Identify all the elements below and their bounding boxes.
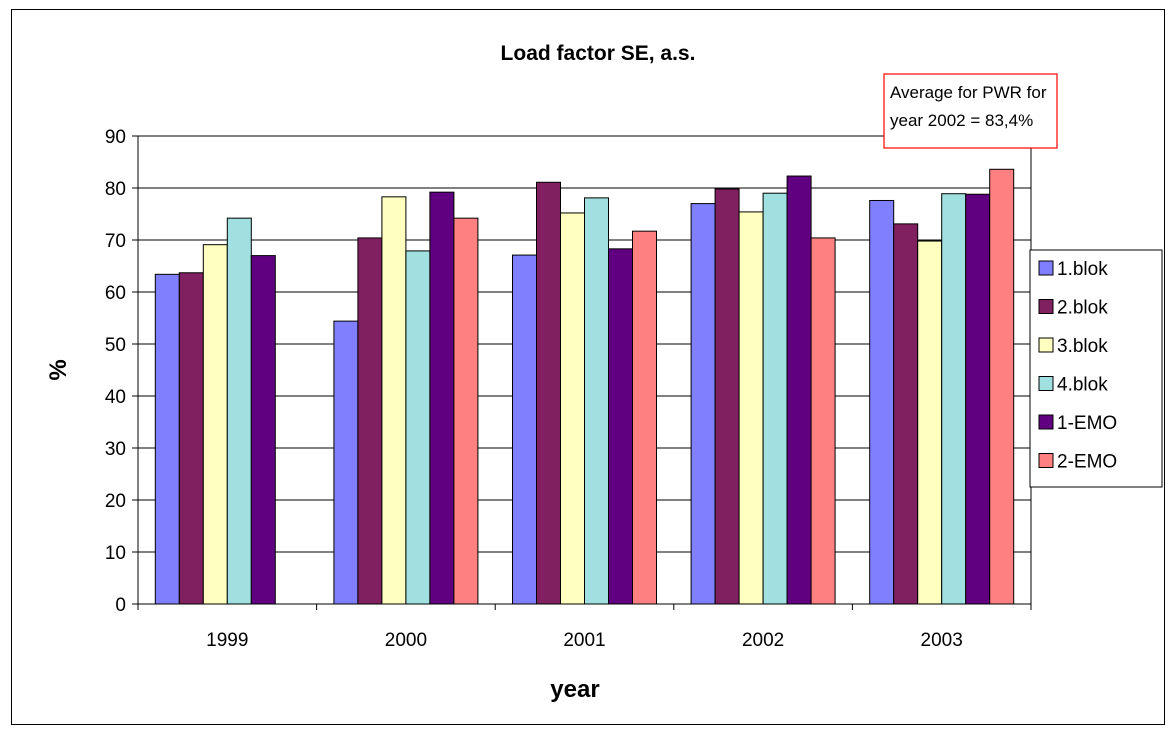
- bar-2-blok-2002: [714, 188, 740, 605]
- bar-1-blok-2001: [512, 254, 537, 605]
- y-tick-label: 70: [105, 231, 126, 252]
- y-tick-label: 90: [105, 127, 126, 148]
- bar-1-emo-2003: [965, 193, 991, 605]
- bar-4-blok-2000: [405, 250, 431, 605]
- x-tick-label: 2000: [385, 630, 427, 651]
- legend-swatch: [1038, 414, 1054, 430]
- annotation-line-2: year 2002 = 83,4%: [890, 111, 1033, 130]
- y-axis-title: %: [45, 359, 72, 380]
- bar-3-blok-2001: [560, 212, 585, 605]
- bar-3-blok-2003: [917, 240, 943, 605]
- y-tick-label: 10: [105, 543, 126, 564]
- bar-4-blok-1999: [226, 217, 252, 605]
- bar-2-blok-1999: [178, 272, 204, 605]
- legend-swatch: [1038, 453, 1054, 468]
- y-tick-label: 80: [105, 179, 126, 200]
- bar-2-blok-2001: [536, 181, 561, 605]
- bar-1-emo-2001: [608, 248, 633, 605]
- y-tick-label: 40: [105, 387, 126, 408]
- y-tick-label: 20: [105, 491, 126, 512]
- x-tick-label: 2003: [921, 630, 963, 651]
- x-tick-label: 1999: [206, 630, 248, 651]
- bar-1-emo-1999: [250, 255, 276, 605]
- legend-box: [1029, 249, 1163, 488]
- legend-label: 3.blok: [1057, 336, 1108, 357]
- bar-2-emo-2001: [632, 230, 657, 605]
- bar-1-emo-2000: [429, 191, 455, 605]
- annotation-border: [883, 73, 1058, 149]
- legend-label: 4.blok: [1057, 375, 1108, 396]
- legend-label: 2-EMO: [1057, 452, 1117, 473]
- bar-1-emo-2002: [786, 175, 812, 605]
- bar-3-blok-2002: [738, 211, 764, 605]
- legend-label: 1.blok: [1057, 259, 1108, 280]
- x-tick-labels: 1999 2000 2001 2002 2003: [206, 630, 963, 651]
- y-tick-label: 50: [105, 335, 126, 356]
- legend-label: 1-EMO: [1057, 413, 1117, 434]
- y-tick-label: 60: [105, 283, 126, 304]
- bar-1-blok-1999: [154, 273, 180, 605]
- annotation-line-1: Average for PWR for: [890, 83, 1047, 102]
- legend: 1.blok 2.blok 3.blok 4.blok 1-EMO 2-EMO: [1029, 249, 1163, 488]
- bar-2-blok-2000: [357, 237, 383, 605]
- y-tick-label: 0: [115, 595, 126, 616]
- bars: [154, 168, 1015, 605]
- bar-2-emo-2002: [810, 237, 836, 605]
- bar-4-blok-2002: [762, 192, 788, 605]
- x-axis-title: year: [550, 676, 599, 703]
- legend-swatch: [1038, 260, 1054, 276]
- legend-swatch: [1038, 376, 1054, 391]
- x-tick-label: 2001: [563, 630, 605, 651]
- bar-1-blok-2000: [333, 320, 359, 605]
- bar-2-emo-2000: [453, 217, 479, 605]
- bar-2-emo-2003: [989, 168, 1015, 605]
- bar-1-blok-2003: [869, 199, 895, 605]
- y-tick-label: 30: [105, 439, 126, 460]
- chart-title: Load factor SE, a.s.: [501, 42, 696, 65]
- bar-2-blok-2003: [893, 223, 919, 605]
- legend-swatch: [1038, 299, 1054, 314]
- legend-swatch: [1038, 337, 1054, 353]
- y-tick-labels: 0 10 20 30 40 50 60 70 80 90: [105, 127, 126, 616]
- bar-3-blok-2000: [381, 196, 407, 605]
- bar-4-blok-2003: [941, 193, 967, 605]
- legend-label: 2.blok: [1057, 298, 1108, 319]
- annotation-box: Average for PWR for year 2002 = 83,4%: [883, 73, 1058, 149]
- bar-3-blok-1999: [202, 244, 228, 605]
- bar-1-blok-2002: [690, 203, 716, 605]
- bar-4-blok-2001: [584, 197, 609, 605]
- x-tick-label: 2002: [742, 630, 784, 651]
